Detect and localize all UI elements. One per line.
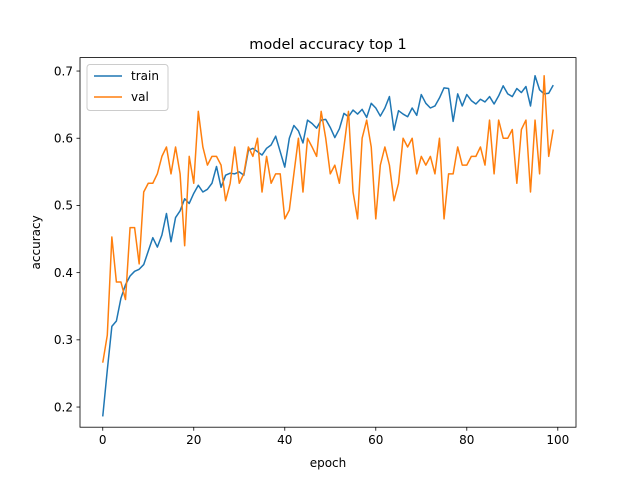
y-tick-label: 0.4 bbox=[54, 266, 73, 280]
legend: train val bbox=[86, 64, 169, 111]
y-tick-label: 0.6 bbox=[54, 132, 73, 146]
x-axis-label: epoch bbox=[310, 456, 347, 470]
legend-label-train: train bbox=[131, 69, 159, 83]
y-axis-label: accuracy bbox=[29, 215, 43, 269]
chart-title: model accuracy top 1 bbox=[249, 37, 406, 53]
y-tick-label: 0.3 bbox=[54, 333, 73, 347]
y-axis-ticks: 0.2 0.3 0.4 0.5 0.6 0.7 bbox=[54, 64, 80, 414]
series-line-val bbox=[102, 74, 554, 363]
x-tick-label: 0 bbox=[99, 433, 107, 447]
series-layer bbox=[102, 74, 554, 417]
y-tick-label: 0.7 bbox=[54, 64, 73, 78]
x-tick-label: 40 bbox=[277, 433, 292, 447]
x-axis-ticks: 0 20 40 60 80 100 bbox=[99, 427, 569, 447]
y-tick-label: 0.2 bbox=[54, 400, 73, 414]
y-tick-label: 0.5 bbox=[54, 199, 73, 213]
x-tick-label: 20 bbox=[186, 433, 201, 447]
series-line-train bbox=[102, 74, 554, 417]
x-tick-label: 100 bbox=[546, 433, 569, 447]
x-tick-label: 60 bbox=[368, 433, 383, 447]
legend-label-val: val bbox=[131, 90, 149, 104]
x-tick-label: 80 bbox=[459, 433, 474, 447]
plot-frame bbox=[79, 57, 577, 428]
